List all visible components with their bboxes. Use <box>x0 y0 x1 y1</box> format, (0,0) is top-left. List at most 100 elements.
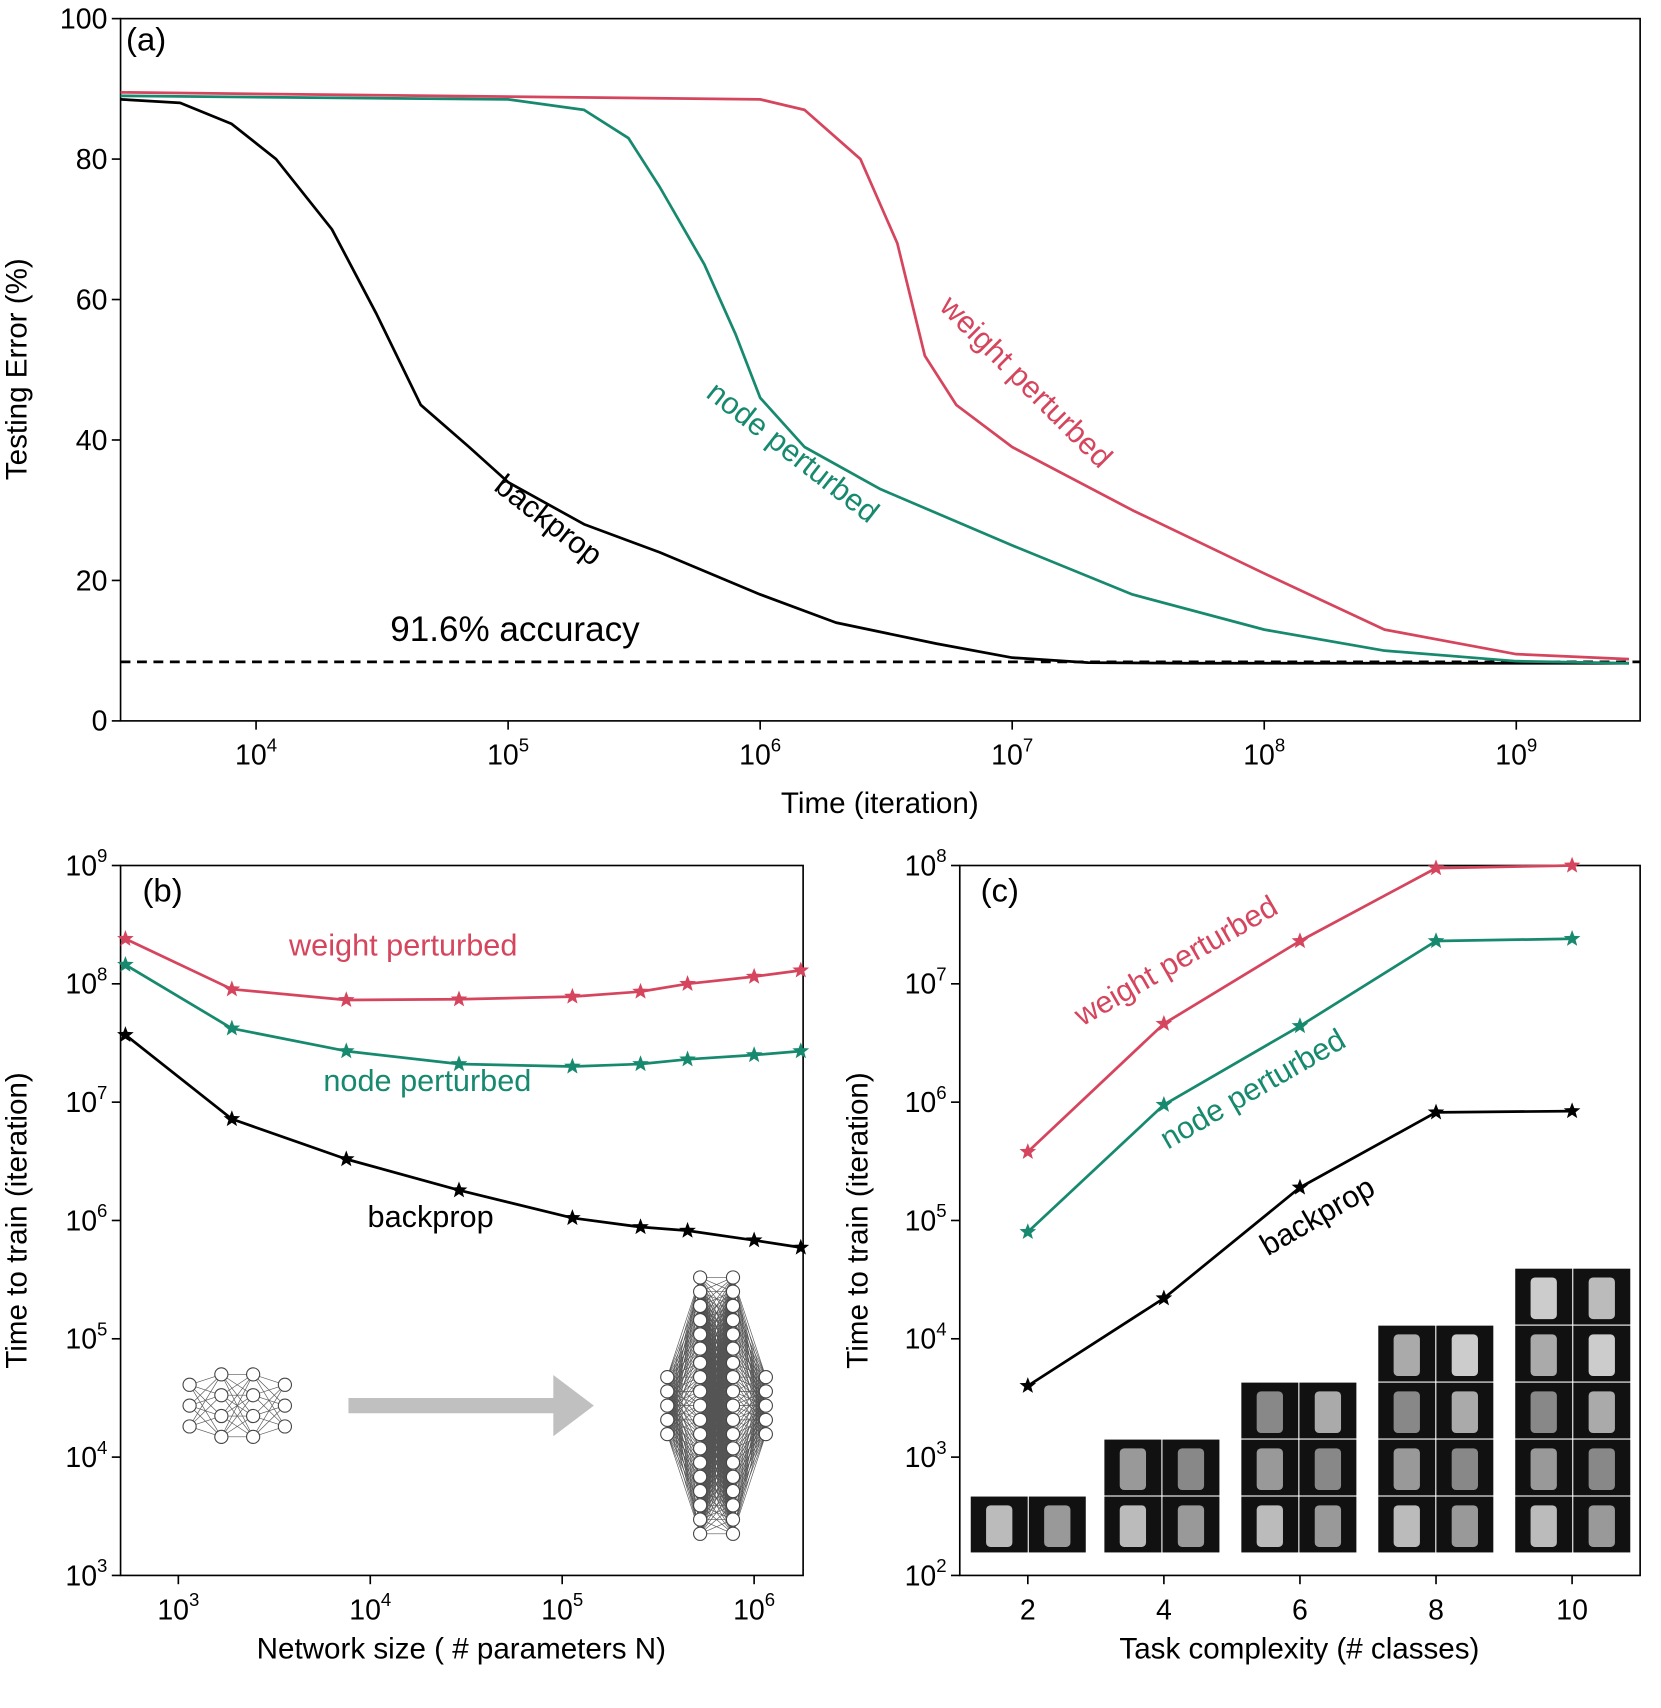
network-node <box>182 1377 197 1392</box>
y-tick-label: 107 <box>905 964 947 1001</box>
star-marker <box>679 1221 696 1238</box>
y-axis-title: Time to train (iteration) <box>842 1072 875 1368</box>
network-node <box>693 1512 708 1527</box>
network-node <box>725 1441 741 1456</box>
y-tick-label: 104 <box>905 1319 947 1356</box>
network-edge <box>732 1419 767 1534</box>
network-node <box>758 1370 773 1385</box>
x-tick-label-exp: 3 <box>189 1589 199 1610</box>
y-tick-label-base: 10 <box>65 850 97 882</box>
y-tick-label-exp: 4 <box>97 1437 107 1458</box>
image-thumbnail-item <box>1314 1448 1342 1490</box>
star-marker <box>1155 1014 1173 1031</box>
image-thumbnail-item <box>1588 1505 1615 1547</box>
x-tick-label: 104 <box>235 735 277 772</box>
x-tick-label-base: 10 <box>487 740 519 772</box>
star-marker <box>564 1057 581 1074</box>
x-tick-label-base: 10 <box>1495 740 1527 772</box>
network-edge <box>666 1277 701 1392</box>
y-tick-label-exp: 7 <box>97 1082 107 1103</box>
image-thumbnail-item <box>1530 1505 1557 1547</box>
y-tick-label: 20 <box>76 565 108 597</box>
network-node <box>693 1313 708 1328</box>
x-tick-label-base: 10 <box>349 1594 381 1626</box>
network-edge <box>666 1376 701 1435</box>
network-node <box>182 1398 197 1413</box>
image-thumbnail-item <box>1393 1334 1420 1377</box>
image-thumbnail-item <box>1314 1505 1342 1547</box>
x-tick-label: 6 <box>1292 1594 1308 1626</box>
star-marker <box>564 1209 581 1226</box>
y-tick-label-exp: 2 <box>936 1555 946 1576</box>
x-tick-label: 106 <box>733 1589 775 1626</box>
network-edge <box>699 1419 734 1534</box>
network-node <box>214 1367 229 1382</box>
x-tick-label-exp: 9 <box>1527 735 1537 756</box>
series-line <box>124 963 801 1068</box>
network-node <box>693 1370 708 1385</box>
y-tick-label: 108 <box>65 964 107 1001</box>
y-tick-label-base: 10 <box>65 1324 97 1356</box>
x-tick-label-base: 10 <box>991 740 1023 772</box>
image-thumbnail-item <box>1393 1505 1420 1547</box>
x-tick-label: 104 <box>349 1589 391 1626</box>
y-tick-label: 106 <box>65 1200 107 1237</box>
image-thumbnail-item <box>1451 1391 1478 1434</box>
image-thumbnail-item <box>1393 1391 1420 1434</box>
y-tick-label: 105 <box>65 1319 107 1356</box>
network-edge <box>732 1320 767 1378</box>
x-tick-label: 108 <box>1243 735 1285 772</box>
star-marker <box>337 991 355 1008</box>
network-node <box>725 1327 741 1342</box>
star-marker <box>1291 932 1309 949</box>
network-node <box>725 1469 741 1484</box>
y-tick-label-exp: 8 <box>97 964 107 985</box>
image-thumbnail-item <box>1044 1505 1071 1547</box>
image-thumbnail-item <box>1530 1391 1557 1434</box>
network-node <box>660 1384 675 1399</box>
x-tick-label-base: 10 <box>1243 740 1275 772</box>
star-marker <box>632 1055 649 1072</box>
network-edge <box>666 1305 701 1435</box>
x-tick-label-exp: 7 <box>1023 735 1033 756</box>
x-tick-label: 105 <box>541 1589 583 1626</box>
y-tick-label: 103 <box>905 1437 947 1474</box>
star-marker <box>450 990 468 1007</box>
y-tick-label: 40 <box>76 425 108 457</box>
star-marker <box>223 980 241 997</box>
network-node <box>758 1384 773 1399</box>
x-axis-title: Task complexity (# classes) <box>1119 1633 1479 1666</box>
star-marker <box>117 955 134 972</box>
y-tick-label: 102 <box>905 1555 947 1592</box>
series-label: node perturbed <box>1154 1022 1351 1155</box>
network-node <box>660 1426 675 1442</box>
network-node <box>693 1455 708 1470</box>
series-label: weight perturbed <box>933 288 1119 474</box>
network-edge <box>699 1277 734 1492</box>
network-node <box>277 1377 293 1392</box>
y-tick-label: 103 <box>65 1555 107 1592</box>
network-edge <box>699 1334 734 1534</box>
y-tick-label: 109 <box>65 845 107 882</box>
network-node <box>693 1483 708 1499</box>
network-edge <box>699 1405 734 1534</box>
y-tick-label-base: 10 <box>905 1087 937 1119</box>
y-tick-label-exp: 7 <box>936 964 946 985</box>
x-tick-label: 8 <box>1428 1594 1444 1626</box>
network-node <box>725 1355 741 1371</box>
network-edge <box>699 1277 734 1321</box>
image-thumbnail-item <box>1451 1505 1478 1547</box>
y-axis-title: Time to train (iteration) <box>0 1072 33 1368</box>
network-node <box>758 1412 773 1427</box>
y-axis-title: Testing Error (%) <box>0 258 33 480</box>
network-node <box>693 1270 708 1285</box>
network-edge <box>189 1394 222 1427</box>
x-tick-label: 105 <box>487 735 529 772</box>
y-tick-label-exp: 6 <box>936 1082 946 1103</box>
series-label: node perturbed <box>700 375 885 530</box>
network-edge <box>667 1405 701 1435</box>
network-edge <box>699 1277 734 1406</box>
image-thumbnail-item <box>1530 1448 1557 1490</box>
network-node <box>182 1419 197 1434</box>
